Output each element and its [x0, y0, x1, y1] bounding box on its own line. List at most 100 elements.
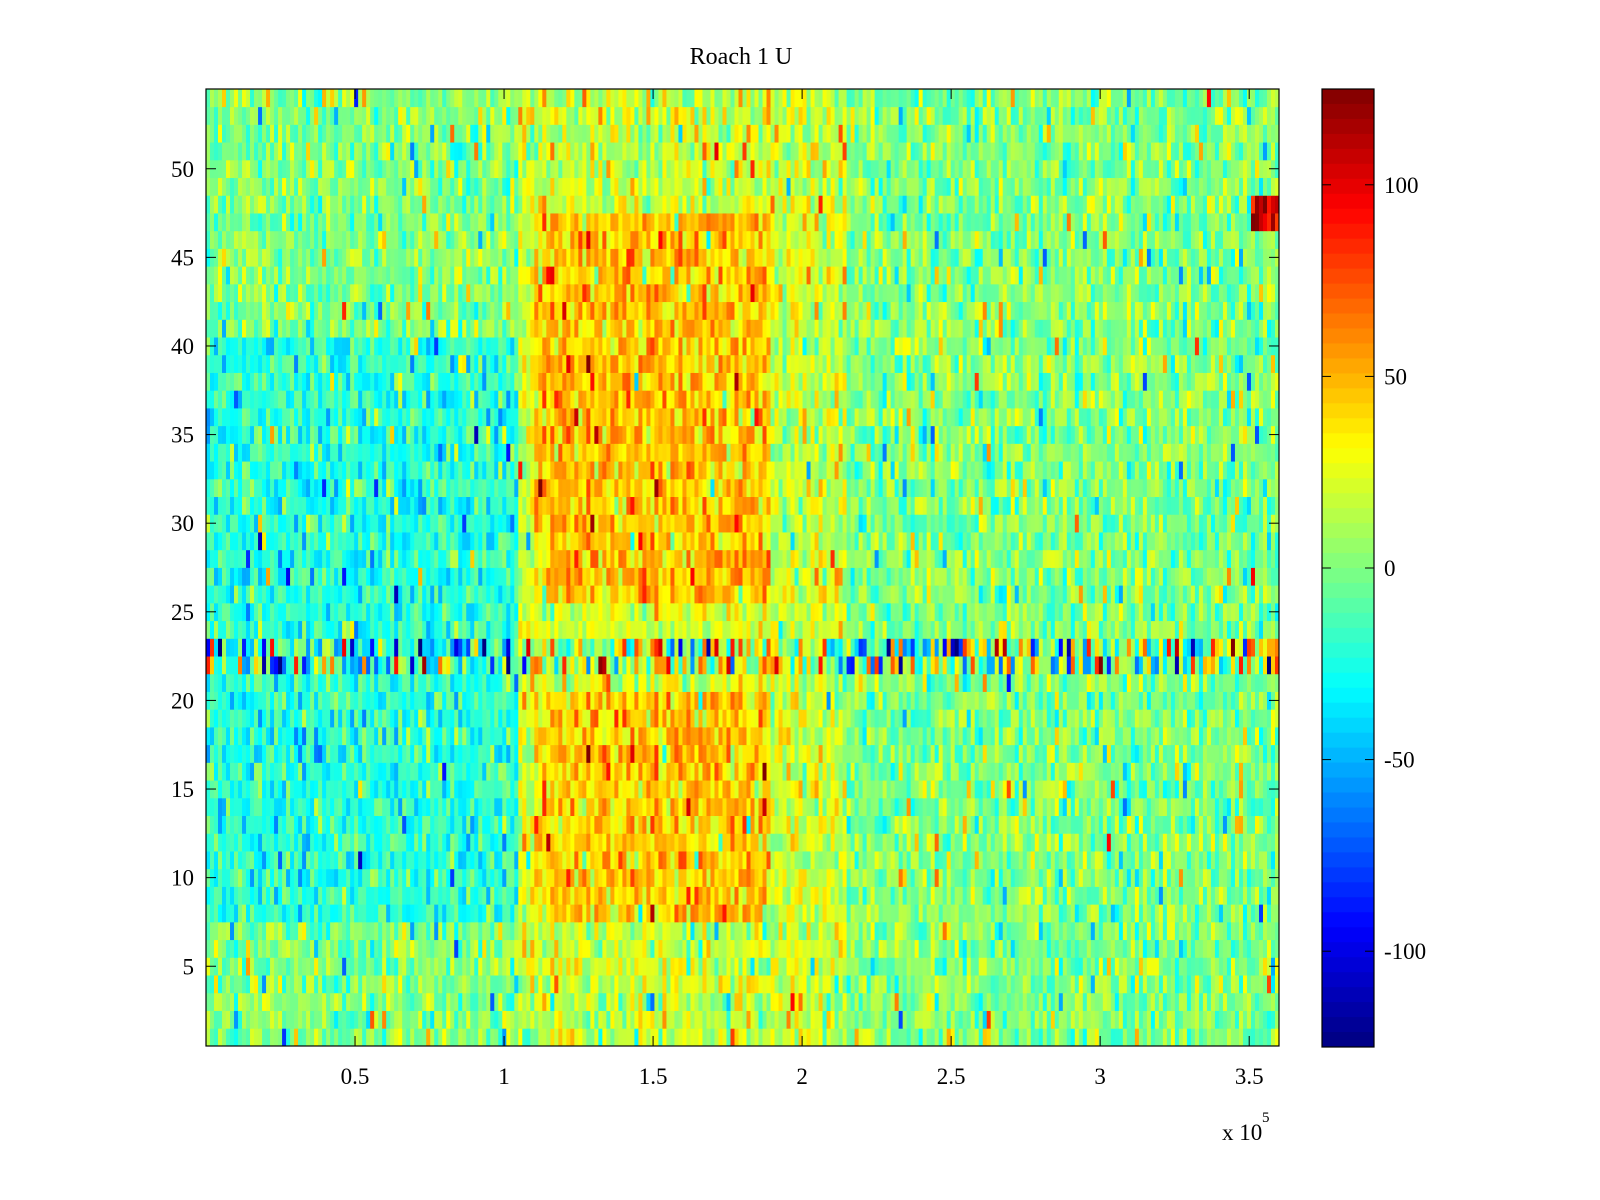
heatmap-cell	[1174, 886, 1180, 905]
heatmap-cell	[750, 709, 755, 728]
heatmap-cell	[894, 886, 900, 905]
heatmap-cell	[1118, 957, 1124, 976]
heatmap-cell	[342, 709, 347, 728]
heatmap-cell	[670, 727, 675, 746]
heatmap-cell	[334, 886, 339, 905]
heatmap-cell	[746, 851, 751, 870]
heatmap-cell	[998, 975, 1004, 994]
heatmap-cell	[934, 957, 940, 976]
heatmap-cell	[1066, 886, 1072, 905]
heatmap-cell	[962, 992, 968, 1011]
heatmap-cell	[646, 851, 651, 870]
heatmap-cell	[1090, 868, 1096, 887]
heatmap-cell	[378, 992, 383, 1011]
heatmap-cell	[734, 709, 739, 728]
heatmap-cell	[850, 868, 855, 887]
heatmap-cell	[962, 921, 968, 941]
heatmap-cell	[1022, 1028, 1028, 1047]
heatmap-cell	[1186, 868, 1192, 887]
heatmap-cell	[714, 868, 719, 887]
heatmap-cell	[1178, 975, 1184, 994]
heatmap-cell	[214, 815, 219, 834]
heatmap-cell	[302, 762, 307, 781]
heatmap-cell	[746, 797, 751, 817]
heatmap-cell	[846, 992, 851, 1011]
heatmap-cell	[1270, 797, 1276, 817]
heatmap-cell	[1246, 904, 1252, 923]
heatmap-cell	[1166, 851, 1172, 870]
heatmap-cell	[334, 851, 339, 870]
heatmap-cell	[1042, 868, 1048, 887]
heatmap-cell	[1122, 797, 1128, 817]
heatmap-cell	[302, 921, 307, 941]
heatmap-cell	[530, 833, 535, 852]
heatmap-cell	[1010, 939, 1016, 958]
heatmap-cell	[370, 921, 375, 941]
heatmap-cell	[1118, 833, 1124, 852]
heatmap-cell	[1182, 815, 1188, 834]
heatmap-cell	[658, 992, 663, 1011]
heatmap-cell	[634, 815, 639, 834]
heatmap-cell	[1058, 1028, 1064, 1047]
heatmap-cell	[590, 939, 595, 958]
heatmap-cell	[1158, 851, 1164, 870]
heatmap-cell	[1150, 727, 1156, 746]
heatmap-cell	[478, 975, 483, 994]
heatmap-cell	[782, 762, 787, 781]
heatmap-cell	[854, 744, 859, 763]
heatmap-cell	[686, 727, 691, 746]
heatmap-cell	[666, 975, 671, 994]
heatmap-cell	[998, 833, 1004, 852]
heatmap-cell	[1086, 833, 1092, 852]
heatmap-cell	[1158, 1010, 1164, 1029]
heatmap-cell	[354, 939, 359, 958]
heatmap-cell	[398, 1028, 403, 1047]
heatmap-cell	[990, 939, 996, 958]
heatmap-cell	[1042, 744, 1048, 763]
heatmap-cell	[878, 780, 884, 799]
heatmap-cell	[1242, 833, 1248, 852]
heatmap-cell	[398, 815, 403, 834]
heatmap-cell	[1030, 797, 1036, 817]
heatmap-cell	[458, 815, 463, 834]
heatmap-cell	[798, 868, 803, 887]
heatmap-cell	[1106, 762, 1112, 781]
heatmap-cell	[486, 921, 491, 941]
heatmap-cell	[874, 868, 880, 887]
heatmap-cell	[1246, 851, 1252, 870]
heatmap-cell	[482, 868, 487, 887]
heatmap-cell	[398, 797, 403, 817]
heatmap-cell	[302, 992, 307, 1011]
heatmap-cell	[1114, 851, 1120, 870]
heatmap-cell	[626, 904, 631, 923]
heatmap-cell	[618, 833, 623, 852]
heatmap-cell	[774, 1028, 779, 1047]
heatmap-cell	[558, 957, 563, 976]
heatmap-cell	[262, 851, 267, 870]
heatmap-cell	[1242, 780, 1248, 799]
heatmap-cell	[346, 815, 351, 834]
heatmap-cell	[238, 709, 243, 728]
heatmap-cell	[1138, 957, 1144, 976]
heatmap-cell	[262, 904, 267, 923]
heatmap-cell	[534, 815, 539, 834]
heatmap-cell	[1050, 886, 1056, 905]
heatmap-cell	[1122, 833, 1128, 852]
heatmap-cell	[734, 762, 739, 781]
heatmap-cell	[730, 886, 735, 905]
heatmap-cell	[866, 833, 872, 852]
heatmap-cell	[582, 744, 587, 763]
heatmap-cell	[894, 904, 900, 923]
heatmap-cell	[922, 1010, 928, 1029]
heatmap-cell	[598, 709, 603, 728]
heatmap-cell	[546, 851, 551, 870]
heatmap-cell	[510, 744, 515, 763]
heatmap-cell	[858, 939, 864, 958]
heatmap-cell	[558, 744, 563, 763]
heatmap-cell	[1066, 1010, 1072, 1029]
heatmap-cell	[1086, 780, 1092, 799]
heatmap-cell	[950, 744, 956, 763]
heatmap-cell	[634, 939, 639, 958]
heatmap-cell	[1202, 939, 1208, 958]
heatmap-cell	[1106, 851, 1112, 870]
